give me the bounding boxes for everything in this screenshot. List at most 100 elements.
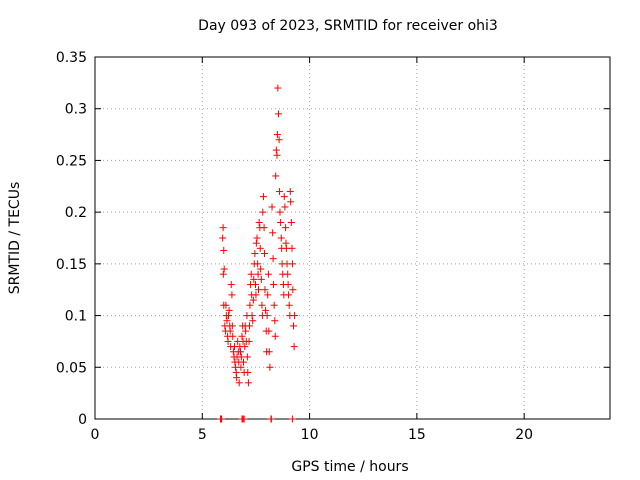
- data-point: [264, 291, 272, 299]
- data-point: [272, 172, 280, 180]
- data-point: [285, 291, 293, 299]
- data-point: [265, 348, 273, 356]
- data-point: [258, 301, 266, 309]
- data-point: [259, 193, 267, 201]
- plot-frame: [94, 56, 611, 420]
- data-point: [236, 348, 244, 356]
- data-point: [237, 353, 245, 361]
- x-tick-label: 15: [408, 427, 426, 443]
- data-point: [287, 218, 295, 226]
- data-point: [244, 368, 252, 376]
- data-point: [218, 415, 226, 423]
- data-point: [261, 250, 269, 258]
- data-point: [256, 244, 264, 252]
- data-point: [246, 301, 254, 309]
- data-point: [239, 358, 247, 366]
- data-points: [217, 84, 299, 423]
- data-point: [242, 327, 250, 335]
- data-point: [222, 301, 230, 309]
- data-point: [282, 224, 290, 232]
- data-point: [220, 265, 228, 273]
- data-point: [223, 317, 231, 325]
- data-point: [271, 332, 279, 340]
- data-point: [277, 218, 285, 226]
- data-point: [241, 343, 249, 351]
- data-point: [250, 275, 258, 283]
- data-point: [270, 301, 278, 309]
- data-point: [224, 312, 232, 320]
- data-point: [243, 353, 251, 361]
- y-tick-label: 0.35: [56, 50, 87, 66]
- data-point: [280, 193, 288, 201]
- data-point: [275, 136, 283, 144]
- data-point: [269, 255, 277, 263]
- data-point: [289, 322, 297, 330]
- data-point: [226, 327, 234, 335]
- data-point: [253, 234, 261, 242]
- data-point: [244, 379, 252, 387]
- data-point: [284, 281, 292, 289]
- data-point: [225, 306, 233, 314]
- data-point: [251, 250, 259, 258]
- data-point: [274, 110, 282, 118]
- data-point: [274, 84, 282, 92]
- data-point: [254, 270, 262, 278]
- x-tick-label: 5: [198, 427, 207, 443]
- data-point: [260, 224, 268, 232]
- data-point: [219, 224, 227, 232]
- data-point: [285, 301, 293, 309]
- data-point: [289, 286, 297, 294]
- data-point: [261, 286, 269, 294]
- data-point: [255, 218, 263, 226]
- grid-lines: [95, 57, 610, 419]
- data-point: [254, 260, 262, 268]
- chart-title: Day 093 of 2023, SRMTID for receiver ohi…: [198, 18, 498, 34]
- data-point: [262, 306, 270, 314]
- y-axis-label: SRMTID / TECUs: [7, 182, 23, 295]
- data-point: [265, 327, 273, 335]
- x-tick-label: 10: [301, 427, 319, 443]
- data-point: [249, 296, 257, 304]
- data-point: [219, 234, 227, 242]
- data-point: [233, 374, 241, 382]
- data-point: [267, 415, 275, 423]
- y-tick-label: 0.3: [65, 102, 87, 118]
- data-point: [220, 246, 228, 254]
- data-point: [257, 275, 265, 283]
- data-point: [247, 270, 255, 278]
- data-point: [240, 415, 248, 423]
- data-point: [228, 322, 236, 330]
- data-point: [245, 337, 253, 345]
- data-point: [271, 317, 279, 325]
- data-point: [272, 146, 280, 154]
- data-point: [257, 265, 265, 273]
- data-point: [228, 291, 236, 299]
- x-axis-label: GPS time / hours: [291, 459, 408, 475]
- data-point: [288, 244, 296, 252]
- data-point: [273, 131, 281, 139]
- data-point: [288, 260, 296, 268]
- data-point: [281, 203, 289, 211]
- x-tick-label: 20: [515, 427, 533, 443]
- data-point: [246, 322, 253, 330]
- y-tick-label: 0.05: [56, 360, 87, 376]
- data-point: [252, 239, 260, 247]
- y-tick-label: 0.25: [56, 153, 87, 169]
- data-point: [277, 234, 285, 242]
- data-point: [287, 198, 295, 206]
- data-point: [286, 187, 294, 195]
- data-point: [238, 332, 246, 340]
- data-point: [237, 363, 245, 371]
- data-point: [235, 379, 243, 387]
- data-point: [266, 363, 274, 371]
- data-point: [276, 187, 284, 195]
- data-point: [224, 337, 232, 345]
- data-point: [276, 208, 284, 216]
- data-point: [219, 270, 227, 278]
- data-point: [248, 312, 256, 320]
- data-point: [290, 343, 298, 351]
- y-tick-label: 0.15: [56, 257, 87, 273]
- axis-ticks: 0 5 10 15 20 0 0.05 0.1 0.15 0.2 0.25 0.3 0.35: [56, 50, 610, 443]
